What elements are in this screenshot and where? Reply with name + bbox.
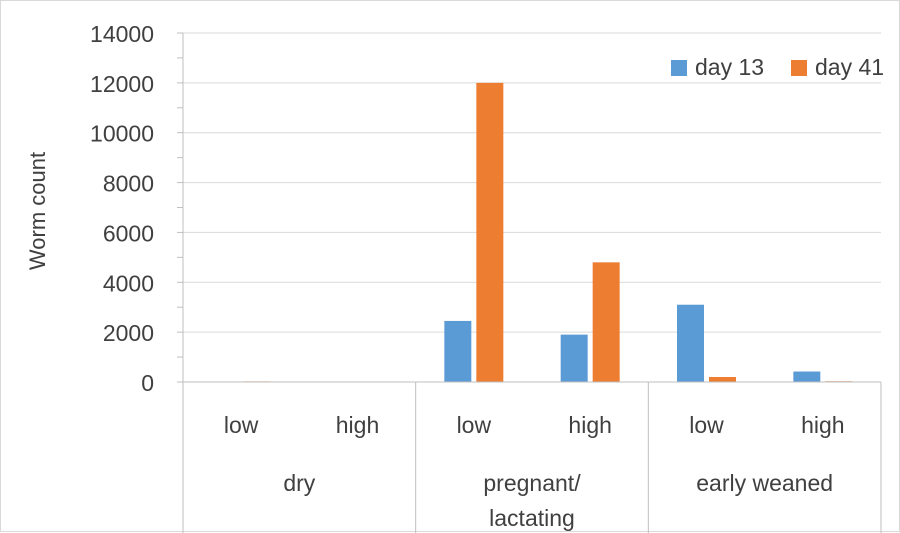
x-group-label: dry [283,470,315,496]
legend-label: day 41 [815,54,884,80]
x-category-label: high [568,412,611,438]
x-category-label: high [801,412,844,438]
bar-day-41-3 [592,262,620,382]
legend-label: day 13 [695,54,764,80]
x-axis: low high dry low high pregnant/lactating low hi… [182,381,882,533]
bar-day-41-4 [709,377,736,382]
y-tick-label: 8000 [103,171,154,197]
legend-swatch [671,60,687,76]
y-tick-label: 14000 [90,21,154,47]
legend: day 13 day 41 [671,54,884,80]
bar-day-41-2 [476,82,504,382]
y-tick-label: 0 [141,370,154,396]
y-tick-label: 10000 [90,121,154,147]
bar-day-13-5 [793,371,821,382]
x-category-label: high [336,412,379,438]
x-category-label: low [457,412,492,438]
x-group-label: lactating [489,505,575,531]
y-tick-label: 12000 [90,71,154,97]
bar-day-13-2 [444,320,472,382]
y-tick-label: 6000 [103,220,154,246]
x-group-label: pregnant/ [483,470,581,496]
x-group-label: early weaned [696,470,833,496]
bar-day-13-4 [677,304,704,382]
y-tick-label: 4000 [103,270,154,296]
x-category-label: low [689,412,724,438]
x-category-label: low [224,412,259,438]
y-axis: 0 2000 4000 6000 8000 10000 12000 14000 [90,21,184,396]
bars [211,82,853,383]
bar-day-13-3 [560,334,588,382]
legend-swatch [791,60,807,76]
y-tick-label: 2000 [103,320,154,346]
y-axis-label: Worm count [25,152,50,270]
gridlines [183,32,881,333]
